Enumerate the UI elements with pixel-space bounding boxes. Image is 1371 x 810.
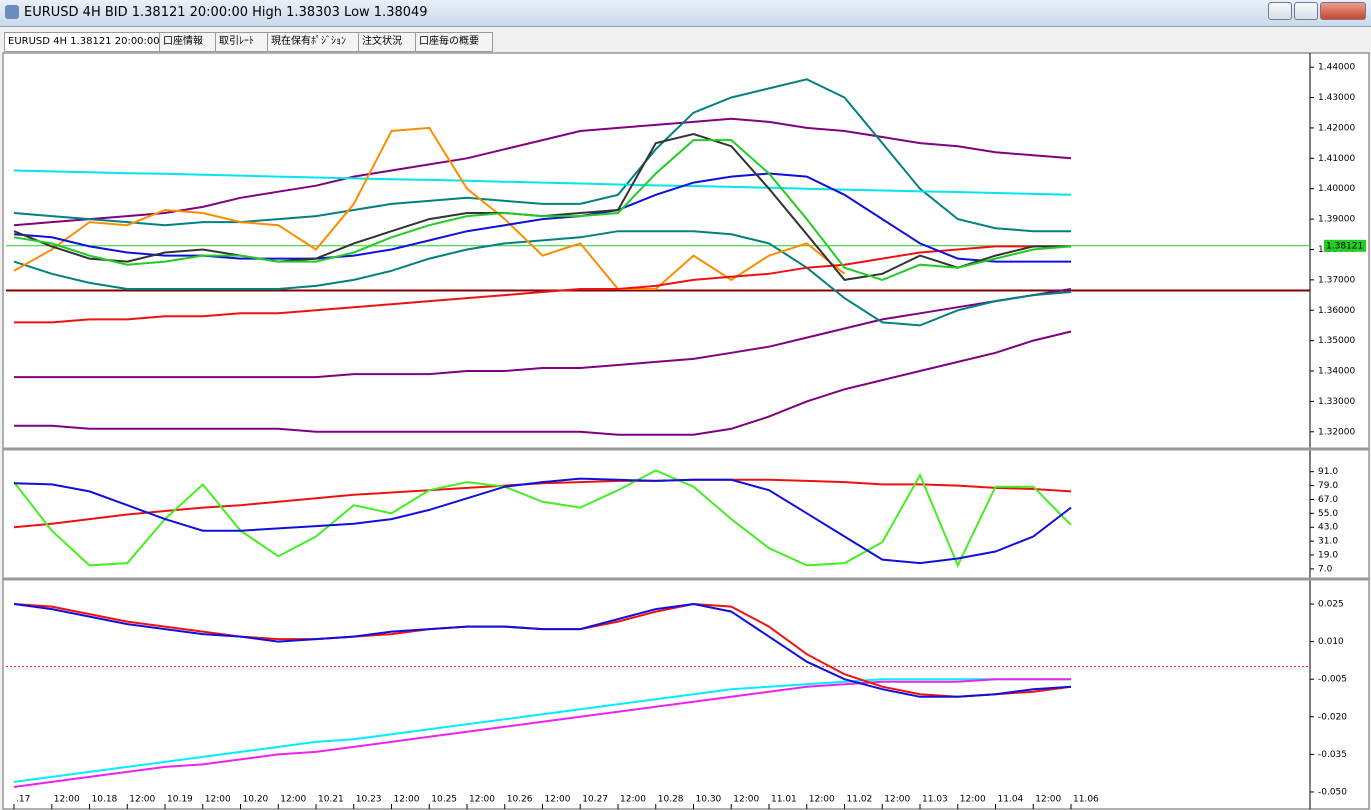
x-tick-label: 10.30 xyxy=(696,795,722,805)
x-tick-label: 12:00 xyxy=(960,795,986,805)
y-tick-label: 91.0 xyxy=(1318,467,1338,477)
x-tick-label: 12:00 xyxy=(469,795,495,805)
series-line xyxy=(13,117,1072,227)
last-price-label: 1.38121 xyxy=(1326,241,1363,251)
series-line xyxy=(13,678,1071,783)
x-tick-label: 12:00 xyxy=(809,795,835,805)
chart-area xyxy=(2,52,1370,810)
y-tick-label: 19.0 xyxy=(1318,551,1338,561)
y-tick-label: 1.37000 xyxy=(1318,275,1355,285)
series-line xyxy=(13,78,1071,233)
x-tick-label: .17 xyxy=(16,795,30,805)
x-tick-label: 12:00 xyxy=(620,795,646,805)
x-tick-label: 10.23 xyxy=(356,795,382,805)
x-tick-label: 10.26 xyxy=(507,795,533,805)
series-line xyxy=(13,478,1072,529)
close-button[interactable] xyxy=(1320,2,1366,20)
minimize-button[interactable] xyxy=(1268,2,1292,20)
y-tick-label: 1.43000 xyxy=(1318,93,1355,103)
series-line xyxy=(13,678,1071,788)
x-tick-label: 12:00 xyxy=(733,795,759,805)
y-tick-label: 55.0 xyxy=(1318,509,1338,519)
y-tick-label: -0.035 xyxy=(1318,750,1347,760)
tab[interactable]: 口座毎の概要 xyxy=(415,32,493,52)
y-tick-label: 1.34000 xyxy=(1318,367,1355,377)
tab[interactable]: 現在保有ﾎﾟｼﾞｼｮﾝ xyxy=(267,32,360,52)
series-line xyxy=(13,477,1072,565)
x-tick-label: 12:00 xyxy=(54,795,80,805)
last-price-box xyxy=(1324,239,1366,252)
x-tick-label: 11.04 xyxy=(998,795,1024,805)
x-tick-label: 11.01 xyxy=(771,795,797,805)
y-tick-label: 67.0 xyxy=(1318,495,1338,505)
x-tick-label: 10.19 xyxy=(167,795,193,805)
x-tick-label: 12:00 xyxy=(884,795,910,805)
series-line xyxy=(13,230,1072,327)
y-tick-label: 1.36000 xyxy=(1318,306,1355,316)
app-icon xyxy=(5,5,19,19)
x-tick-label: 10.28 xyxy=(658,795,684,805)
x-tick-label: 12:00 xyxy=(394,795,420,805)
x-tick-label: 10.25 xyxy=(431,795,457,805)
window-title: EURUSD 4H BID 1.38121 20:00:00 High 1.38… xyxy=(24,5,428,20)
y-tick-label: 43.0 xyxy=(1318,523,1338,533)
y-tick-label: 1.39000 xyxy=(1318,215,1355,225)
series-line xyxy=(13,126,846,290)
x-tick-label: 10.18 xyxy=(92,795,118,805)
series-line xyxy=(14,330,1072,436)
x-tick-label: 12:00 xyxy=(205,795,231,805)
series-line xyxy=(14,245,1071,324)
x-tick-label: 11.02 xyxy=(847,795,873,805)
series-line xyxy=(13,602,1072,698)
series-line xyxy=(13,169,1072,196)
x-tick-label: 12:00 xyxy=(280,795,306,805)
x-tick-label: 12:00 xyxy=(545,795,571,805)
y-tick-label: 1.41000 xyxy=(1318,154,1355,164)
series-line xyxy=(13,469,1072,568)
x-tick-label: 11.03 xyxy=(922,795,948,805)
x-tick-label: 12:00 xyxy=(129,795,155,805)
y-tick-label: 0.025 xyxy=(1318,600,1344,610)
y-tick-label: 31.0 xyxy=(1318,537,1338,547)
maximize-button[interactable] xyxy=(1294,2,1318,20)
x-tick-label: 10.20 xyxy=(243,795,269,805)
x-tick-label: 11.06 xyxy=(1073,795,1099,805)
y-tick-label: -0.020 xyxy=(1318,712,1347,722)
y-tick-label: 1.42000 xyxy=(1318,123,1355,133)
x-tick-label: 10.27 xyxy=(582,795,608,805)
y-tick-label: 1.32000 xyxy=(1318,427,1355,437)
series-line xyxy=(13,172,1071,263)
y-tick-label: 0.010 xyxy=(1318,637,1344,647)
x-tick-label: 10.21 xyxy=(318,795,344,805)
y-tick-label: -0.050 xyxy=(1318,787,1347,797)
y-tick-label: 1.40000 xyxy=(1318,184,1355,194)
y-tick-label: -0.005 xyxy=(1318,675,1347,685)
y-tick-label: 1.35000 xyxy=(1318,336,1355,346)
y-tick-label: 7.0 xyxy=(1318,564,1333,574)
x-tick-label: 12:00 xyxy=(1035,795,1061,805)
tab-bar: EURUSD 4H 1.38121 20:00:00 口座情報 取引ﾚｰﾄ 現在保有ﾎ… xyxy=(0,30,1371,52)
title-bar: EURUSD 4H BID 1.38121 20:00:00 High 1.38… xyxy=(0,0,1371,27)
y-tick-label: 1.33000 xyxy=(1318,397,1355,407)
series-line xyxy=(14,288,1072,379)
y-tick-label: 1.44000 xyxy=(1318,63,1355,73)
series-line xyxy=(13,139,1072,281)
y-tick-label: 79.0 xyxy=(1318,481,1338,491)
